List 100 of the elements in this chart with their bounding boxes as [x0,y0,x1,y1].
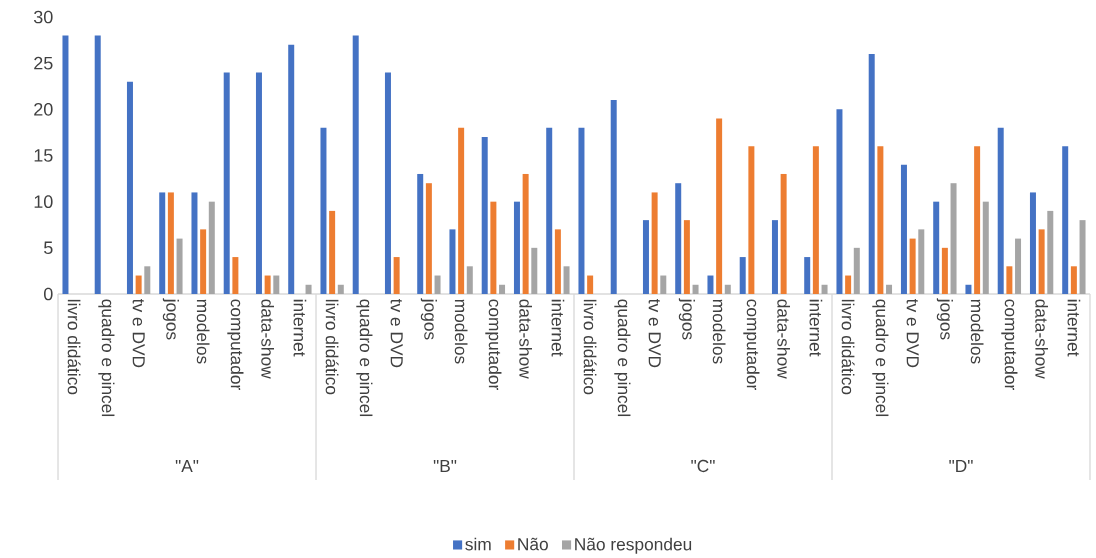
x-tick-label: quadro e pincel [356,299,373,417]
bar [724,284,731,295]
x-tick-label: computador [485,299,502,391]
bar [1062,146,1069,295]
bar [845,275,852,295]
y-tick-label: 20 [34,103,53,116]
bar [232,257,239,295]
bar [223,72,230,295]
bar [191,192,198,295]
x-tick-label: computador [227,299,244,391]
x-tick-label: livro didático [583,300,597,395]
x-tick-label: modelos [712,300,726,364]
bar [771,220,778,295]
bar [918,229,925,295]
y-tick-label: 30 [33,10,53,24]
bar [1047,211,1054,295]
bar [449,229,456,295]
bar [941,248,948,295]
bar [273,275,280,295]
bar [780,174,787,295]
x-tick-label: internet [809,300,823,357]
y-tick-label: 5 [44,241,53,255]
x-tick-label: modelos [454,300,468,364]
x-tick-label: internet [293,300,307,357]
bar [352,35,359,295]
bar [513,201,520,295]
bar [384,72,391,295]
bar [208,201,215,295]
bar [126,81,133,295]
bar [434,275,441,295]
x-tick-label: computador [1001,299,1018,391]
bar [1038,229,1045,295]
bar [490,201,497,295]
bar [660,275,667,295]
y-tick-label: 10 [34,195,53,209]
text: "B" [433,460,457,473]
bar [1029,192,1036,295]
bar [1070,266,1077,295]
bar [933,201,940,295]
bar [821,284,828,295]
bar [982,201,989,295]
bar [675,183,682,295]
bar [554,229,561,295]
x-tick-label: jogos [162,298,179,340]
bar [965,284,972,295]
bar [481,137,488,295]
bar [499,284,506,295]
x-tick-label: computador [743,299,760,391]
x-tick-label: modelos [970,300,984,364]
legend-label: sim [465,537,491,551]
bar [748,146,755,295]
bar [1079,220,1086,295]
x-tick-label: livro didático [325,300,339,395]
bar [812,146,819,295]
bar [692,284,699,295]
bar [466,266,473,295]
bar [200,229,207,295]
bar [417,174,424,295]
text: "D" [949,460,973,473]
bar [167,192,174,295]
x-tick-label: tv e DVD [906,299,919,368]
bar [305,284,312,295]
x-tick-label: modelos [196,300,210,364]
x-tick-label: data-show [261,299,275,379]
bar [836,109,843,295]
bar [563,266,570,295]
bar [522,174,529,295]
x-tick-label: jogos [936,298,953,340]
bar [62,35,69,295]
bar [997,128,1004,295]
bar [176,238,183,295]
bar [877,146,884,295]
bar [135,275,142,295]
bar [531,248,538,295]
x-tick-label: data-show [777,299,790,379]
bar [868,54,875,295]
x-tick-label: internet [1067,300,1081,357]
bar [1015,238,1022,295]
bar [425,183,432,295]
x-tick-label: quadro e pincel [98,299,115,417]
bar [683,220,690,295]
bar [337,284,344,295]
x-tick-label: livro didático [67,300,81,395]
bar [804,257,811,295]
x-tick-label: tv e DVD [132,299,145,368]
y-tick-label: 0 [44,287,53,301]
x-tick-label: data-show [1035,299,1048,379]
y-tick-label: 25 [34,57,53,70]
bar [886,284,893,295]
bar [546,128,553,295]
bar [642,220,649,295]
bar [739,257,746,295]
bar [587,275,594,295]
bar [610,100,617,295]
legend-label: Não respondeu [575,537,692,555]
text: "A" [175,460,199,473]
legend-label: Não [518,537,548,551]
x-tick-label: tv e DVD [648,299,661,368]
bar [716,118,723,295]
x-tick-label: internet [551,300,565,357]
